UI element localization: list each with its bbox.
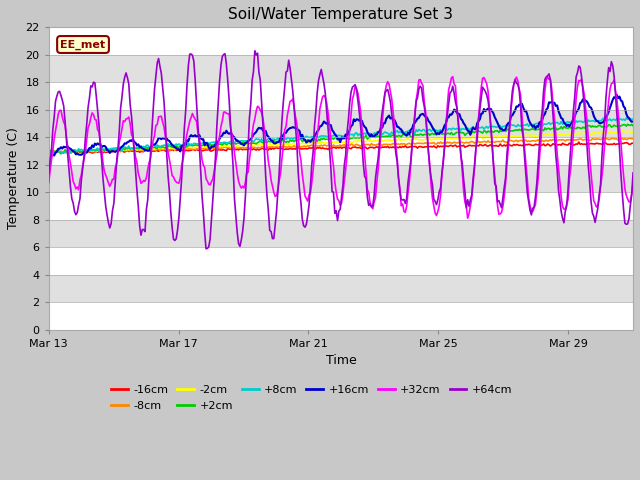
X-axis label: Time: Time	[326, 354, 356, 367]
Bar	[49, 165, 633, 192]
Bar	[49, 137, 633, 165]
Legend: -16cm, -8cm, -2cm, +2cm, +8cm, +16cm, +32cm, +64cm: -16cm, -8cm, -2cm, +2cm, +8cm, +16cm, +3…	[107, 381, 516, 415]
Text: EE_met: EE_met	[60, 39, 106, 49]
Bar	[49, 192, 633, 220]
Bar	[49, 275, 633, 302]
Bar	[49, 110, 633, 137]
Bar	[49, 27, 633, 55]
Bar	[49, 247, 633, 275]
Y-axis label: Temperature (C): Temperature (C)	[7, 128, 20, 229]
Bar	[49, 220, 633, 247]
Bar	[49, 82, 633, 110]
Bar	[49, 55, 633, 82]
Title: Soil/Water Temperature Set 3: Soil/Water Temperature Set 3	[228, 7, 453, 22]
Bar	[49, 302, 633, 330]
